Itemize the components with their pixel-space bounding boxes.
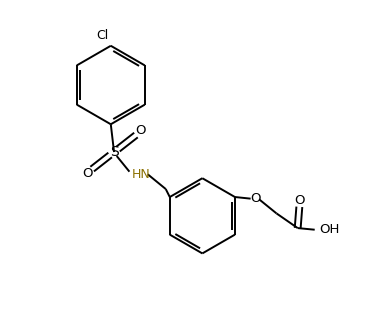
Text: O: O [250, 192, 260, 205]
Text: S: S [110, 145, 118, 159]
Text: O: O [83, 167, 93, 180]
Text: O: O [135, 124, 145, 137]
Text: HN: HN [132, 168, 151, 181]
Text: O: O [294, 195, 305, 207]
Text: OH: OH [319, 223, 339, 236]
Text: Cl: Cl [96, 29, 109, 42]
